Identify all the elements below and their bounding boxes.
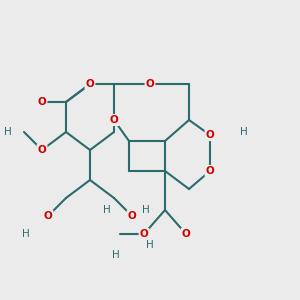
Text: O: O [85, 79, 94, 89]
Text: O: O [182, 229, 190, 239]
Text: O: O [38, 97, 46, 107]
Text: H: H [240, 127, 248, 137]
Text: O: O [38, 145, 46, 155]
Text: O: O [140, 229, 148, 239]
Text: O: O [146, 79, 154, 89]
Text: O: O [110, 115, 118, 125]
Text: O: O [44, 211, 52, 221]
Text: H: H [22, 229, 30, 239]
Text: O: O [206, 130, 214, 140]
Text: O: O [128, 211, 136, 221]
Text: H: H [112, 250, 120, 260]
Text: H: H [142, 205, 150, 215]
Text: H: H [146, 240, 154, 250]
Text: O: O [206, 166, 214, 176]
Text: H: H [103, 205, 111, 215]
Text: H: H [4, 127, 12, 137]
